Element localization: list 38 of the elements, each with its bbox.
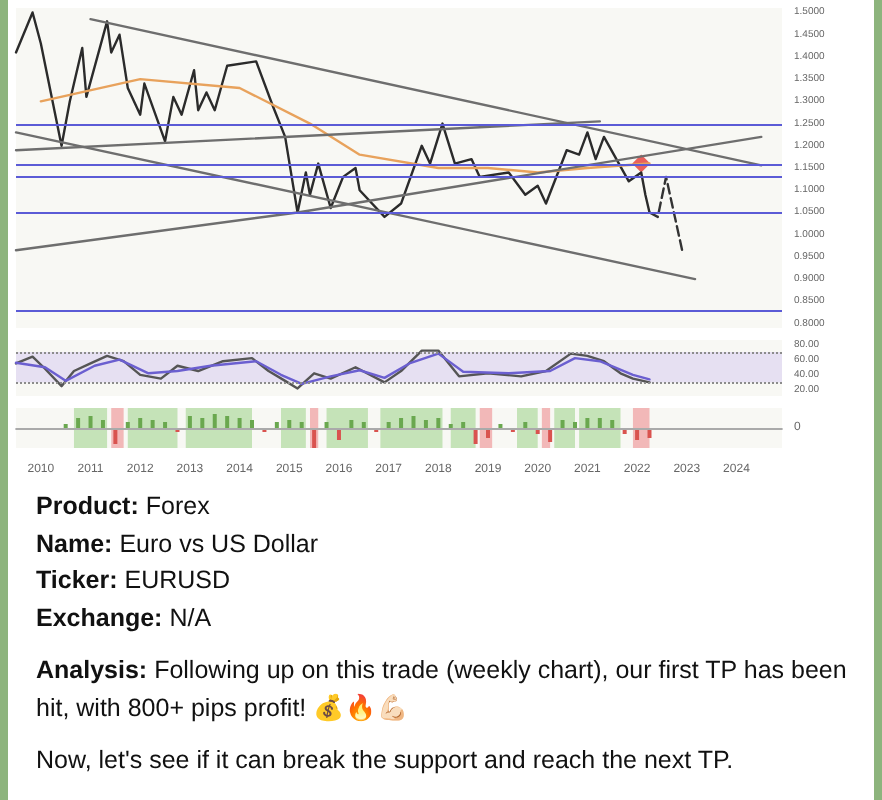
bar: [423, 420, 428, 428]
bar: [361, 422, 366, 428]
bar: [88, 416, 93, 428]
bar: [312, 428, 317, 448]
bar: [200, 418, 205, 428]
bar: [399, 418, 404, 428]
text: Exchange: N/A: [36, 601, 214, 636]
bar: [212, 414, 217, 428]
text: Analysis: Following up on this trade (weekly chart), our first TP has been hit, with 800+ pips profit! 💰🔥💪🏻: [36, 654, 849, 726]
bar: [411, 416, 416, 428]
bar: [250, 420, 255, 428]
text: Name: Euro vs US Dollar: [36, 527, 321, 561]
line-series: [39, 77, 651, 174]
text: Ticker: EURUSD: [36, 564, 233, 598]
bar: [436, 418, 441, 428]
bar: [187, 416, 192, 428]
bar: [560, 420, 565, 428]
bar: [287, 420, 292, 428]
bar: [163, 422, 168, 428]
bar: [299, 422, 304, 428]
bar: [523, 422, 528, 428]
bar: [461, 422, 466, 428]
bar: [138, 418, 143, 428]
bar: [324, 422, 329, 428]
text: Now, let's see if it can break the support and reach the next TP.: [36, 744, 736, 778]
bar: [597, 418, 602, 428]
bar: [225, 416, 230, 428]
bar: [150, 420, 155, 428]
bar: [610, 420, 615, 428]
text: Product: Forex: [36, 490, 212, 524]
bar: [349, 420, 354, 428]
bar: [274, 422, 279, 428]
bar: [237, 418, 242, 428]
bar: [386, 422, 391, 428]
bar: [100, 420, 105, 428]
bar: [76, 418, 81, 428]
bar: [572, 422, 577, 428]
bar: [585, 418, 590, 428]
